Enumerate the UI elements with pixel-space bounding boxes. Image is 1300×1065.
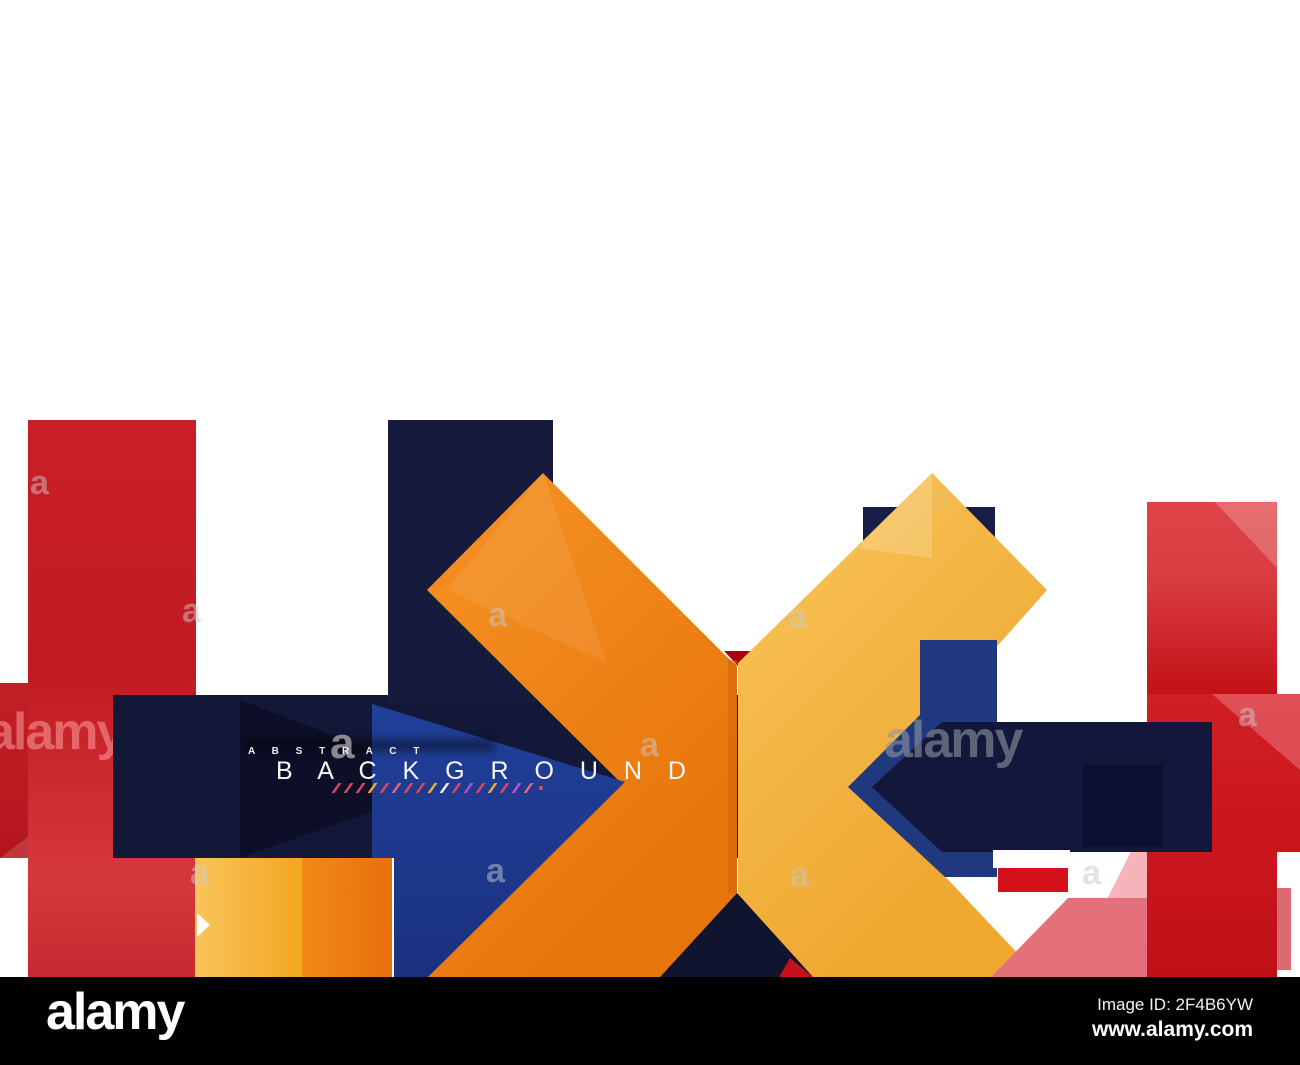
dark-streak: [245, 738, 495, 752]
watermark-a-glyph: a: [930, 478, 949, 516]
footer-bar: [0, 977, 1300, 1065]
alamy-watermark-grey: alamy: [884, 711, 1023, 769]
slash-mark: [379, 783, 390, 793]
watermark-a-glyph: a: [788, 598, 807, 636]
red-block-lower-right: [1147, 850, 1277, 977]
image-id-text: Image ID: 2F4B6YW: [1097, 995, 1253, 1014]
yellow-column-bottom: [195, 858, 302, 977]
orange-seam-shade: [728, 660, 737, 893]
slash-mark: [523, 783, 534, 793]
slash-mark: [475, 783, 486, 793]
watermark-a-glyph: a: [30, 464, 49, 502]
slash-mark: [487, 783, 498, 793]
alamy-logo: alamy: [46, 983, 185, 1041]
white-patch: [993, 850, 1070, 868]
slash-mark: [427, 783, 438, 793]
watermark-a-large: a: [330, 719, 355, 768]
watermark-a-glyph: a: [790, 856, 809, 894]
slash-mark: [355, 783, 366, 793]
pink-parallelogram: [993, 898, 1147, 977]
slash-mark: [343, 783, 354, 793]
slash-mark: [463, 783, 474, 793]
alamy-watermark-red: alamy: [0, 703, 125, 761]
background-label: B A C K G R O U N D: [276, 757, 696, 785]
decorative-slash-row: [331, 782, 543, 794]
watermark-a-glyph: a: [182, 592, 201, 630]
watermark-a-glyph: a: [640, 726, 659, 764]
watermark-a-glyph: a: [190, 854, 209, 892]
slash-mark: [451, 783, 462, 793]
alamy-url-text: www.alamy.com: [1091, 1018, 1253, 1041]
slash-mark: [439, 783, 450, 793]
slash-mark: [391, 783, 402, 793]
slash-mark: [367, 783, 378, 793]
slash-mark: [499, 783, 510, 793]
watermark-a-glyph: a: [486, 852, 505, 890]
slash-dot: [539, 786, 543, 790]
watermark-a-glyph: a: [1082, 854, 1101, 892]
abstract-label: A B S T R A C T: [248, 746, 427, 757]
red-column-right: [1147, 502, 1277, 694]
dark-navy-square-overlay: [1083, 765, 1163, 847]
slash-mark: [415, 783, 426, 793]
watermark-a-glyph: a: [488, 596, 507, 634]
red-small-rectangle: [998, 868, 1068, 892]
slash-mark: [403, 783, 414, 793]
slash-mark: [511, 783, 522, 793]
pink-strip-right-edge: [1277, 888, 1291, 970]
orange-column-bottom: [302, 858, 392, 977]
watermark-a-glyph: a: [1238, 696, 1257, 734]
